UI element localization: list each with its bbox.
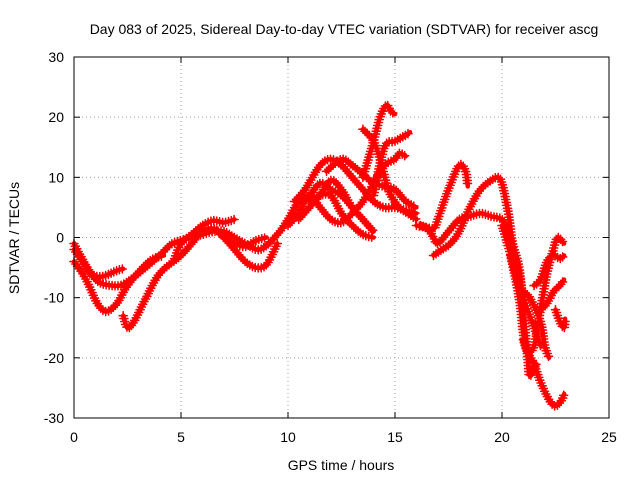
axis-ticks: 0 5 10 15 20 25 -30 -20 -10 0 10 20 30 bbox=[44, 49, 617, 445]
x-tick-label: 15 bbox=[387, 429, 403, 445]
series-markers-trace-22 bbox=[535, 277, 568, 315]
x-tick-label: 20 bbox=[494, 429, 510, 445]
chart-title: Day 083 of 2025, Sidereal Day-to-day VTE… bbox=[90, 21, 599, 37]
y-tick-label: 0 bbox=[56, 230, 64, 246]
y-tick-label: -20 bbox=[44, 350, 64, 366]
series-markers-trace-21 bbox=[529, 251, 568, 291]
x-tick-label: 5 bbox=[177, 429, 185, 445]
x-tick-label: 10 bbox=[280, 429, 296, 445]
y-tick-label: -30 bbox=[44, 410, 64, 426]
series-markers-trace-6 bbox=[219, 232, 270, 252]
y-tick-label: 10 bbox=[48, 169, 64, 185]
series-markers-trace-16 bbox=[415, 159, 473, 234]
y-axis-label: SDTVAR / TECUs bbox=[6, 182, 22, 294]
series-markers-trace-5 bbox=[169, 214, 239, 264]
series-markers-trace-14 bbox=[368, 128, 413, 201]
y-tick-label: 20 bbox=[48, 109, 64, 125]
y-tick-label: 30 bbox=[48, 49, 64, 65]
y-tick-label: -10 bbox=[44, 290, 64, 306]
data-series bbox=[69, 100, 570, 411]
series-markers-trace-10 bbox=[304, 189, 377, 242]
x-tick-label: 25 bbox=[601, 429, 617, 445]
x-axis-label: GPS time / hours bbox=[288, 457, 395, 473]
series-markers-trace-23 bbox=[550, 304, 570, 333]
x-tick-label: 0 bbox=[70, 429, 78, 445]
